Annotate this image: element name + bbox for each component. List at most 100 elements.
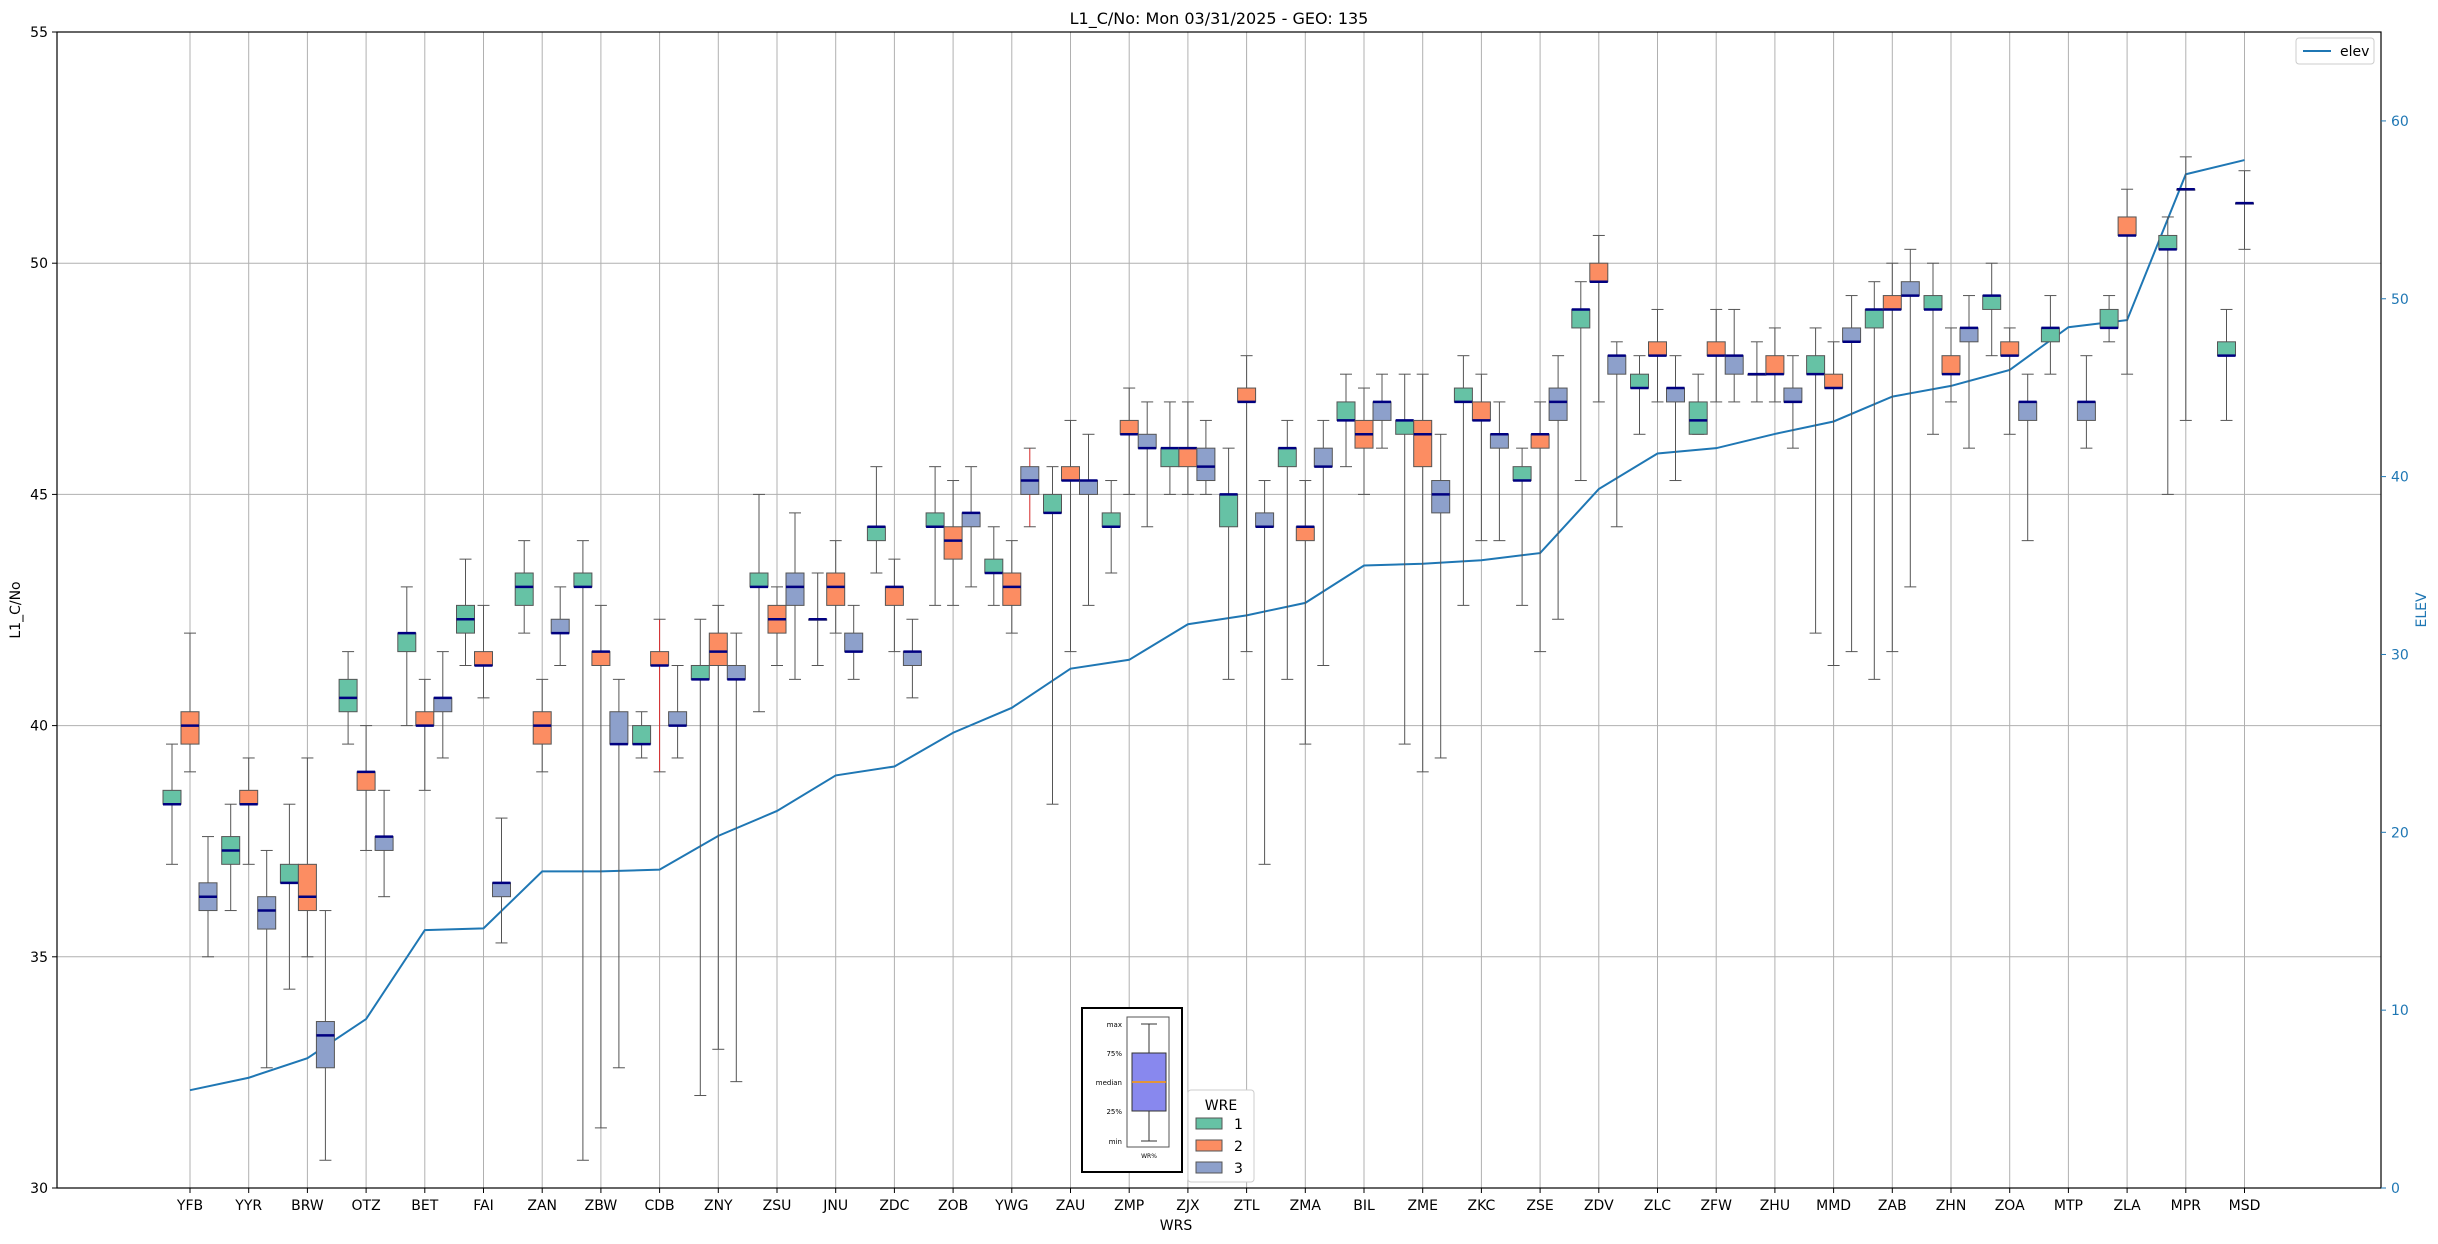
- iqr-box: [1982, 295, 2002, 310]
- iqr-box: [1372, 401, 1392, 421]
- box-wre3-zmp: [1137, 401, 1157, 528]
- x-tick-label: BET: [411, 1198, 438, 1214]
- box-wre2-zjx: [1178, 401, 1198, 495]
- box-wre3-brw: [315, 910, 335, 1161]
- wre-legend-swatch-3: [1195, 1161, 1223, 1174]
- x-tick-label: ZFW: [1700, 1198, 1732, 1214]
- wre-legend-title: WRE: [1205, 1098, 1237, 1114]
- iqr-box: [1471, 401, 1491, 421]
- box-wre1-zse: [1512, 447, 1532, 606]
- iqr-box: [1842, 327, 1862, 343]
- iqr-box: [1336, 401, 1356, 421]
- iqr-box: [374, 836, 394, 851]
- iqr-box: [866, 526, 886, 542]
- box-wre2-bil: [1354, 387, 1374, 495]
- iqr-box: [961, 512, 981, 528]
- box-wre3-zma: [1313, 419, 1333, 666]
- x-tick-label: MTP: [2054, 1198, 2083, 1214]
- inset-plot-frame: [1126, 1016, 1170, 1148]
- box-wre1-mtp: [2040, 295, 2060, 375]
- box-wre2-zmp: [1119, 387, 1139, 495]
- inset-label-min: min: [1109, 1138, 1122, 1146]
- box-wre1-zob: [925, 466, 945, 606]
- box-wre3-zab: [1900, 248, 1920, 588]
- box-wre2-yyr: [239, 757, 259, 865]
- iqr-box: [315, 1021, 335, 1069]
- inset-box-explainer: max 75% median 25% min WR%: [1081, 1007, 1183, 1173]
- box-wre1-zlc: [1630, 355, 1649, 435]
- iqr-box: [984, 558, 1004, 574]
- iqr-box: [1900, 281, 1920, 297]
- box-wre3-zny: [726, 632, 746, 1083]
- iqr-box: [1630, 373, 1649, 389]
- box-wre1-jnu: [808, 572, 828, 666]
- iqr-box: [726, 664, 746, 680]
- x-tick-label: YFB: [176, 1198, 203, 1214]
- box-wre3-zoa: [2018, 373, 2038, 542]
- box-wre2-zfw: [1706, 308, 1726, 403]
- iqr-box: [1196, 447, 1216, 482]
- iqr-box: [1431, 480, 1451, 514]
- box-wre1-bil: [1336, 373, 1356, 468]
- box-wre2-zau: [1061, 419, 1080, 653]
- box-wre3-yfb: [198, 836, 218, 958]
- box-wre2-cdb: [650, 618, 670, 773]
- box-wre2-zma: [1295, 480, 1315, 745]
- iqr-box: [2099, 308, 2119, 329]
- iqr-box: [514, 572, 534, 606]
- box-wre1-zbw: [573, 540, 593, 1161]
- iqr-box: [1413, 419, 1433, 468]
- wre-legend-swatch-2: [1195, 1139, 1223, 1152]
- iqr-box: [338, 678, 358, 713]
- box-wre1-zau: [1043, 466, 1062, 805]
- box-wre3-zsu: [785, 512, 805, 680]
- box-wre1-ywg: [984, 526, 1004, 606]
- box-wre3-zhn: [1959, 295, 1979, 449]
- box-wre2-zkc: [1471, 373, 1491, 542]
- box-wre3-bet: [433, 651, 453, 759]
- box-wre1-fai: [456, 558, 475, 666]
- box-wre3-zse: [1548, 355, 1568, 620]
- box-wre2-zhn: [1941, 327, 1961, 403]
- x-tick-label: ZOA: [1995, 1198, 2025, 1214]
- iqr-box: [433, 697, 453, 713]
- iqr-box: [1395, 419, 1415, 435]
- box-wre3-zan: [550, 586, 570, 666]
- iqr-box: [1043, 493, 1062, 514]
- iqr-box: [297, 863, 317, 912]
- iqr-box: [1313, 447, 1333, 468]
- iqr-box: [2076, 401, 2096, 421]
- iqr-box: [1137, 433, 1157, 449]
- x-tick-label: ZAN: [527, 1198, 557, 1214]
- iqr-box: [279, 863, 299, 884]
- box-wre2-jnu: [826, 540, 846, 634]
- inset-label-q1: 25%: [1106, 1108, 1122, 1116]
- box-wre2-zan: [532, 678, 552, 773]
- box-wre1-zan: [514, 540, 534, 634]
- box-wre2-zoa: [2000, 327, 2020, 435]
- iqr-box: [650, 651, 670, 666]
- x-tick-label: ZNY: [704, 1198, 733, 1214]
- x-tick-label: ZKC: [1468, 1198, 1496, 1214]
- y-tick-label: 45: [30, 487, 48, 503]
- iqr-box: [749, 572, 769, 588]
- box-wre1-ztl: [1219, 447, 1239, 680]
- x-tick-label: BIL: [1353, 1198, 1375, 1214]
- box-wre3-yyr: [257, 849, 277, 1069]
- box-wre3-zbw: [609, 678, 629, 1069]
- box-wre1-zla: [2099, 295, 2119, 343]
- box-wre3-jnu: [844, 604, 864, 680]
- iqr-box: [1959, 327, 1979, 343]
- y-tick-label: 50: [30, 256, 48, 272]
- iqr-box: [356, 771, 376, 791]
- x-axis-label: WRS: [1160, 1218, 1193, 1234]
- iqr-box: [415, 711, 435, 727]
- box-wre2-zny: [708, 604, 728, 1050]
- box-wre3-zhu: [1783, 355, 1803, 449]
- iqr-box: [397, 632, 417, 653]
- box-wre1-msd: [2217, 308, 2236, 421]
- iqr-box: [532, 711, 552, 745]
- x-tick-label: MMD: [1816, 1198, 1851, 1214]
- iqr-box: [1706, 341, 1726, 357]
